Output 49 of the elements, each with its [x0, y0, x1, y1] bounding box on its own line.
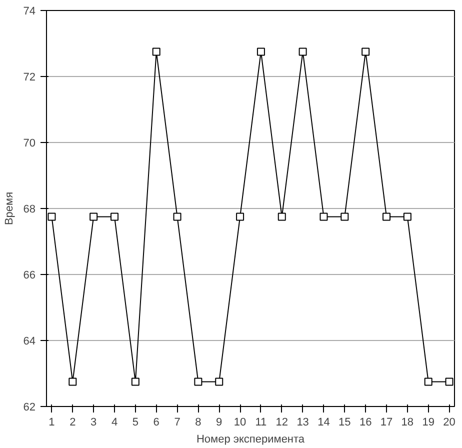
y-tick-label: 70: [23, 138, 36, 150]
point: [445, 378, 454, 386]
x-tick-label: 17: [380, 416, 393, 428]
point: [48, 212, 56, 221]
y-tick-label: 64: [23, 336, 36, 348]
x-tick-label: 18: [401, 416, 414, 428]
point: [236, 212, 244, 221]
x-tick-label: 6: [153, 416, 160, 428]
y-tick-label: 74: [23, 6, 36, 18]
y-tick-label: 62: [23, 402, 36, 414]
x-axis-title: Номер эксперимента: [196, 434, 306, 446]
point: [131, 378, 140, 386]
x-tick-label: 14: [318, 416, 330, 428]
x-tick-label: 3: [90, 416, 97, 428]
point: [278, 212, 286, 221]
x-tick-label: 4: [111, 416, 118, 428]
point: [362, 48, 370, 56]
y-tick-label: 72: [23, 72, 36, 84]
x-tick-label: 13: [296, 416, 309, 428]
x-tick-label: 1: [48, 416, 55, 428]
x-tick-label: 11: [255, 416, 267, 428]
y-tick-label: 66: [23, 270, 36, 282]
point: [215, 378, 224, 386]
x-tick-label: 12: [276, 416, 288, 428]
x-tick-label: 8: [195, 416, 202, 428]
y-tick-label: 68: [23, 204, 36, 216]
x-tick-label: 15: [338, 416, 351, 428]
x-tick-label: 9: [216, 416, 222, 428]
x-tick-label: 10: [234, 416, 246, 428]
x-tick-label: 7: [174, 416, 180, 428]
y-axis-title: Время: [3, 192, 16, 226]
point: [173, 212, 182, 221]
point: [68, 378, 77, 386]
point: [320, 212, 328, 221]
point: [256, 48, 265, 56]
point: [194, 378, 202, 386]
point: [298, 48, 307, 56]
point: [403, 212, 412, 221]
point: [340, 212, 349, 221]
x-tick-label: 2: [70, 416, 76, 428]
x-tick-label: 16: [359, 416, 372, 428]
point: [424, 378, 432, 386]
point: [382, 212, 390, 221]
x-tick-label: 19: [422, 416, 434, 428]
point: [90, 212, 98, 221]
x-tick-label: 5: [132, 416, 138, 428]
point: [152, 48, 160, 56]
point: [110, 212, 118, 221]
x-tick-label: 20: [443, 416, 456, 428]
